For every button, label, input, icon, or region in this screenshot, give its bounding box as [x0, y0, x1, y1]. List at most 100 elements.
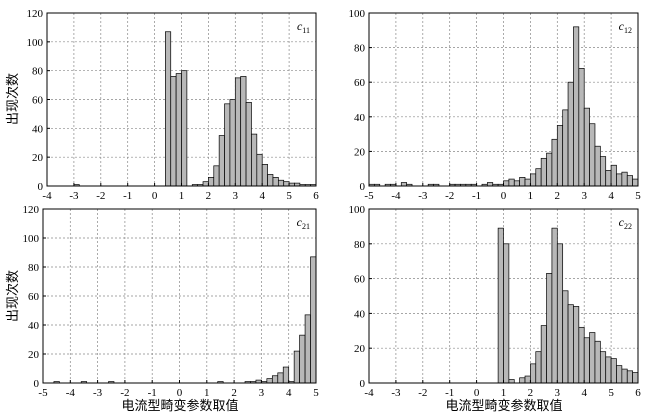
- histogram-bar: [551, 138, 558, 187]
- x-tick-label: 3: [259, 387, 265, 399]
- x-tick-label: 0: [152, 190, 158, 202]
- histogram-bar: [621, 368, 628, 384]
- y-tick-label: 0: [360, 378, 366, 390]
- histogram-bar: [626, 370, 633, 384]
- histogram-bar: [165, 31, 172, 187]
- histogram-bar: [513, 180, 520, 187]
- histogram-bar: [535, 168, 542, 187]
- histogram-bar: [218, 135, 225, 187]
- histogram-bar: [530, 363, 537, 384]
- x-tick-label: 1: [528, 190, 534, 202]
- y-tick-label: 100: [23, 233, 40, 245]
- histogram-bar: [589, 123, 596, 187]
- y-tick-label: 40: [32, 123, 44, 135]
- histogram-bar: [599, 351, 607, 384]
- y-tick-label: 80: [354, 239, 366, 251]
- x-tick-label: 4: [286, 387, 292, 399]
- panel-label: c21: [297, 215, 310, 231]
- histogram-bar: [616, 173, 623, 187]
- x-tick-label: 2: [528, 387, 534, 399]
- histogram-bar: [497, 227, 504, 384]
- x-tick-label: -2: [120, 387, 129, 399]
- histogram-bar: [508, 379, 515, 384]
- histogram-bar: [594, 340, 601, 384]
- y-tick-label: 20: [32, 152, 44, 164]
- y-tick-label: 100: [349, 8, 366, 20]
- histogram-bar: [208, 177, 215, 187]
- x-tick-label: -3: [69, 190, 79, 202]
- histogram-bar: [556, 243, 564, 384]
- histogram-bar: [213, 165, 220, 187]
- x-tick-label: -4: [42, 190, 52, 202]
- histogram-bar: [594, 145, 601, 187]
- histogram-bar: [282, 366, 290, 384]
- x-tick-label: -4: [364, 387, 374, 399]
- histogram-bar: [562, 290, 569, 384]
- histogram-bar: [293, 350, 300, 384]
- histogram-bar: [240, 76, 247, 187]
- x-tick-label: -1: [123, 190, 132, 202]
- x-tick-label: 5: [313, 387, 319, 399]
- x-tick-label: -1: [148, 387, 157, 399]
- x-tick-label: 4: [581, 387, 587, 399]
- x-tick-label: 2: [231, 387, 237, 399]
- histogram-bar: [610, 164, 617, 187]
- histogram-bar: [224, 103, 231, 187]
- histogram-bar: [573, 306, 580, 384]
- y-tick-label: 80: [32, 66, 44, 78]
- y-tick-label: 100: [349, 204, 366, 216]
- histogram-bar: [202, 181, 209, 187]
- histogram-bar: [605, 170, 612, 187]
- histogram-bar: [616, 365, 623, 384]
- histogram-bar: [519, 377, 526, 384]
- histogram-bar: [277, 372, 284, 384]
- y-tick-label: 20: [28, 349, 40, 361]
- x-tick-label: -4: [66, 387, 76, 399]
- x-tick-label: 2: [206, 190, 212, 202]
- histogram-bar: [519, 177, 526, 187]
- histogram-bar: [546, 152, 553, 187]
- histogram-bar: [508, 178, 515, 187]
- histogram-bar: [304, 314, 311, 384]
- x-tick-label: 0: [501, 190, 507, 202]
- y-tick-label: 0: [38, 181, 44, 193]
- histogram-bar: [540, 157, 547, 187]
- x-tick-label: -1: [472, 190, 481, 202]
- y-tick-label: 40: [354, 308, 366, 320]
- y-tick-label: 60: [32, 95, 44, 107]
- histogram-bar: [632, 372, 639, 384]
- histogram-bar: [524, 375, 531, 384]
- histogram-bar: [551, 227, 558, 384]
- x-tick-label: 6: [313, 190, 319, 202]
- x-axis-label: 电流型畸变参数取值: [445, 398, 562, 414]
- histogram-bar: [540, 325, 547, 384]
- panel-label: c12: [619, 19, 632, 35]
- x-tick-label: -4: [391, 190, 401, 202]
- histogram-bar: [589, 332, 596, 384]
- y-tick-label: 120: [23, 204, 40, 216]
- histogram-bar: [310, 256, 317, 384]
- y-tick-label: 20: [354, 146, 366, 158]
- histogram-bar: [267, 174, 274, 187]
- y-tick-label: 0: [34, 378, 40, 390]
- histogram-bar: [170, 76, 177, 187]
- histogram-bar: [546, 273, 553, 384]
- histogram-bar: [261, 164, 268, 187]
- x-tick-label: 1: [179, 190, 185, 202]
- histogram-bar: [251, 133, 258, 187]
- x-tick-label: 4: [259, 190, 265, 202]
- y-tick-label: 80: [354, 43, 366, 55]
- histogram-bar: [632, 178, 639, 187]
- chart-panel-2: -5 -4 -3 -2 -1 0 1 2 3 4 5 0 20 40 60 80 100 c12: [349, 8, 642, 202]
- x-tick-label: -2: [445, 190, 454, 202]
- histogram-bar: [583, 107, 590, 187]
- x-tick-label: -1: [445, 387, 454, 399]
- y-tick-label: 120: [27, 8, 44, 20]
- x-tick-label: 3: [581, 190, 587, 202]
- histogram-bar: [503, 243, 510, 384]
- histogram-bar: [562, 109, 569, 187]
- histogram-bar: [626, 175, 633, 187]
- histogram-bar: [400, 182, 408, 187]
